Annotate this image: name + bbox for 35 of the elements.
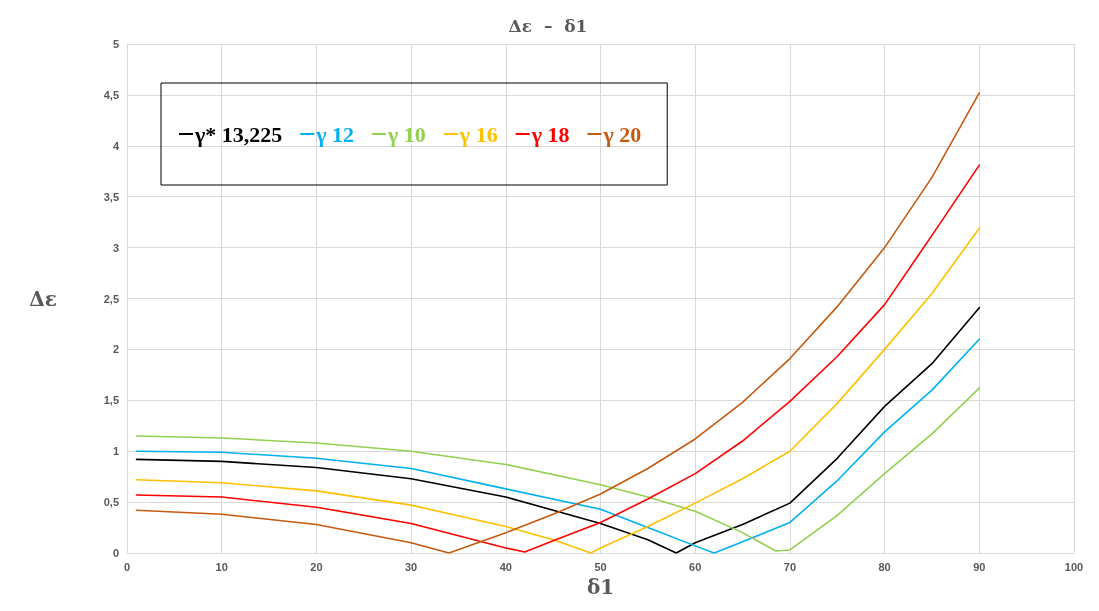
y-tick-label: 2,5 [103,292,119,305]
y-axis-title: Δε [29,286,57,311]
y-tick-label: 5 [112,38,119,50]
y-tick-label: 1 [112,445,119,458]
x-tick-label: 20 [310,560,323,573]
x-tick-label: 70 [783,560,797,573]
x-axis-title: δ1 [586,574,615,599]
legend-label: γ 10 [387,121,426,147]
chart-title: Δε – δ1 [508,15,588,36]
line-series [135,164,981,553]
y-tick-label: 0 [112,547,119,559]
legend-label: γ 18 [530,121,570,147]
legend-label: γ 16 [458,121,498,147]
x-tick-label: 60 [689,560,702,573]
y-tick-label: 1,5 [103,394,119,407]
legend-label: γ 12 [315,121,355,147]
y-tick-label: 3 [112,241,119,254]
x-tick-label: 100 [1064,560,1084,573]
x-tick-label: 0 [123,560,131,573]
x-tick-label: 80 [878,560,891,573]
y-tick-label: 2 [112,343,119,356]
line-series [135,387,981,552]
y-tick-label: 4,5 [103,88,119,101]
x-tick-label: 90 [973,560,986,573]
legend-label: γ 20 [602,121,642,147]
line-series [135,227,981,554]
line-series [135,92,981,554]
x-tick-label: 30 [404,560,418,573]
x-tick-label: 40 [499,560,512,573]
x-tick-label: 50 [594,560,607,573]
y-tick-label: 0,5 [103,496,119,509]
x-tick-label: 10 [215,560,228,573]
y-tick-label: 3,5 [103,190,119,203]
legend-label: γ* 13,225 [194,121,283,147]
y-tick-label: 4 [112,139,120,152]
